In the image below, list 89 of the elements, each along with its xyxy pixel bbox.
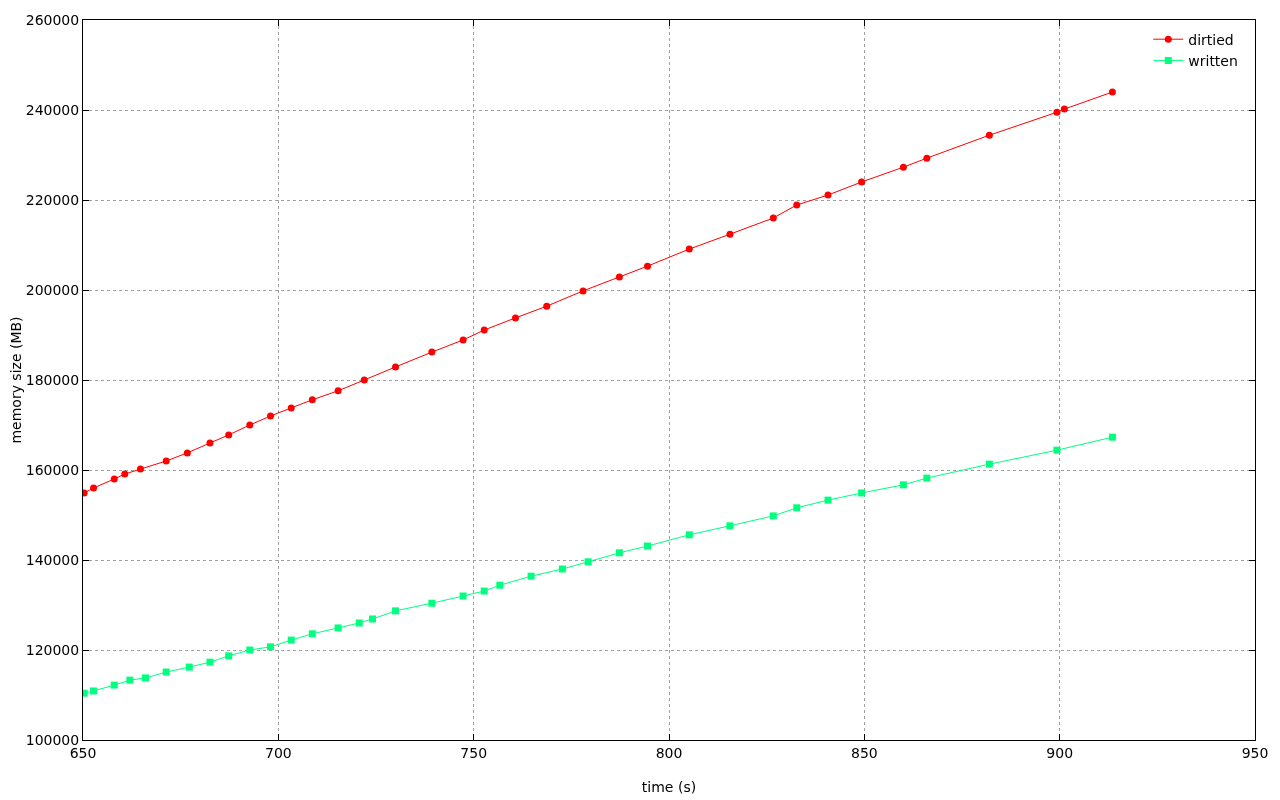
point [644, 262, 652, 270]
point [90, 484, 98, 492]
point [480, 587, 488, 595]
point [334, 624, 342, 632]
y-tick-label: 260000 [25, 11, 80, 28]
point [246, 646, 254, 654]
x-tick-label: 800 [655, 744, 683, 761]
point [726, 230, 734, 238]
point [858, 489, 866, 497]
point [110, 475, 118, 483]
point [496, 581, 504, 589]
point [579, 287, 587, 295]
point [428, 599, 436, 607]
point [899, 481, 907, 489]
point [162, 457, 170, 465]
point [334, 387, 342, 395]
point [584, 558, 592, 566]
y-tick-label: 160000 [25, 461, 80, 478]
point [615, 549, 623, 557]
point [225, 652, 233, 660]
point [793, 504, 801, 512]
point [1053, 446, 1061, 454]
point [1053, 108, 1061, 116]
y-tick-label: 200000 [25, 281, 80, 298]
y-tick-label: 140000 [25, 551, 80, 568]
point [858, 178, 866, 186]
point [769, 214, 777, 222]
point [685, 245, 693, 253]
point [923, 154, 931, 162]
point [267, 412, 275, 420]
point [459, 592, 467, 600]
point [267, 643, 275, 651]
point [1108, 88, 1116, 96]
point [558, 565, 566, 573]
point [246, 421, 254, 429]
point [183, 449, 191, 457]
point [90, 687, 98, 695]
point [824, 191, 832, 199]
point [543, 302, 551, 310]
point [392, 607, 400, 615]
y-tick-label: 120000 [25, 641, 80, 658]
point [225, 431, 233, 439]
point [985, 460, 993, 468]
point [726, 522, 734, 530]
point [685, 531, 693, 539]
y-tick-label: 180000 [25, 371, 80, 388]
point [142, 674, 150, 682]
x-axis-title: time (s) [641, 779, 697, 795]
y-tick-label: 220000 [25, 191, 80, 208]
point [1060, 105, 1068, 113]
x-tick-label: 850 [850, 744, 878, 761]
point [392, 363, 400, 371]
point [511, 314, 519, 322]
legend-label: written [1188, 52, 1238, 69]
point [1108, 433, 1116, 441]
legend-label: dirtied [1188, 31, 1234, 48]
point [985, 131, 993, 139]
point [527, 572, 535, 580]
point [121, 470, 129, 478]
point [368, 615, 376, 623]
point [287, 404, 295, 412]
point [206, 658, 214, 666]
x-tick-label: 700 [264, 744, 292, 761]
y-axis-title: memory size (MB) [7, 316, 24, 444]
point [793, 201, 801, 209]
y-tick-label: 240000 [25, 101, 80, 118]
point [287, 636, 295, 644]
point [644, 542, 652, 550]
point [824, 496, 832, 504]
point [899, 163, 907, 171]
point [428, 348, 436, 356]
x-tick-label: 900 [1046, 744, 1074, 761]
point [110, 681, 118, 689]
x-tick-label: 750 [460, 744, 488, 761]
point [355, 619, 363, 627]
point [459, 336, 467, 344]
point [185, 663, 193, 671]
point [162, 668, 170, 676]
point [136, 465, 144, 473]
point [308, 396, 316, 404]
point [480, 326, 488, 334]
point [206, 439, 214, 447]
point [308, 630, 316, 638]
point [923, 474, 931, 482]
point [126, 676, 134, 684]
x-tick-label: 950 [1241, 744, 1269, 761]
point [360, 376, 368, 384]
point [615, 273, 623, 281]
point [769, 512, 777, 520]
